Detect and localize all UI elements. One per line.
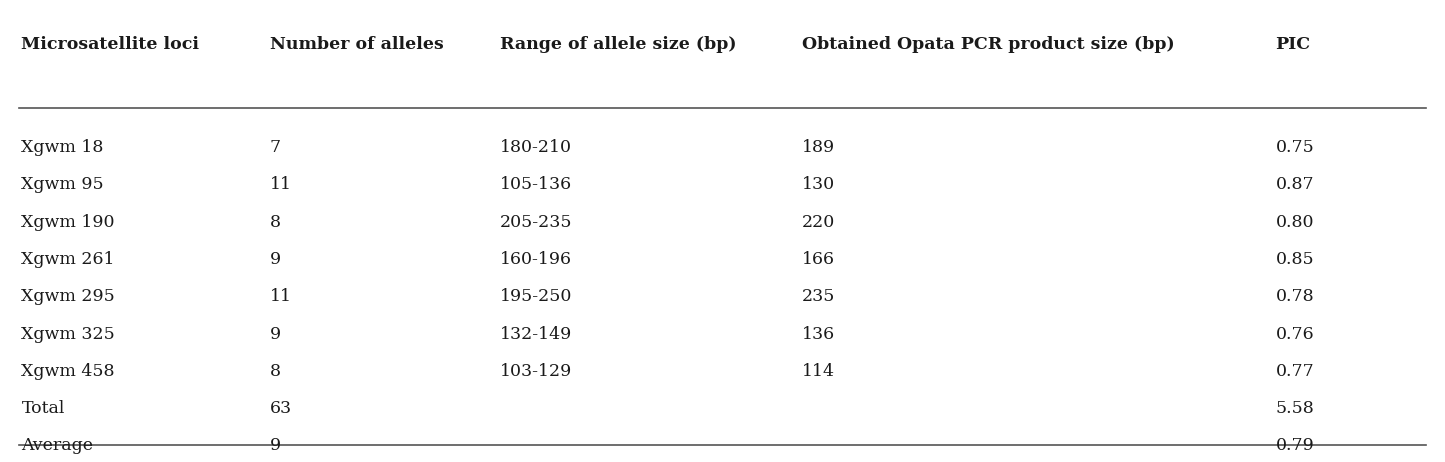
Text: 205-235: 205-235 — [500, 213, 572, 231]
Text: 160-196: 160-196 — [500, 251, 572, 268]
Text: 9: 9 — [270, 438, 282, 455]
Text: Total: Total — [22, 400, 65, 417]
Text: Xgwm 458: Xgwm 458 — [22, 363, 116, 380]
Text: 8: 8 — [270, 213, 280, 231]
Text: 103-129: 103-129 — [500, 363, 572, 380]
Text: 63: 63 — [270, 400, 292, 417]
Text: 5.58: 5.58 — [1276, 400, 1315, 417]
Text: 0.76: 0.76 — [1276, 326, 1315, 342]
Text: PIC: PIC — [1276, 36, 1311, 53]
Text: 0.87: 0.87 — [1276, 176, 1315, 193]
Text: 0.85: 0.85 — [1276, 251, 1315, 268]
Text: 195-250: 195-250 — [500, 288, 572, 305]
Text: 136: 136 — [802, 326, 835, 342]
Text: 220: 220 — [802, 213, 835, 231]
Text: 9: 9 — [270, 326, 282, 342]
Text: 0.78: 0.78 — [1276, 288, 1315, 305]
Text: 132-149: 132-149 — [500, 326, 572, 342]
Text: 7: 7 — [270, 139, 282, 156]
Text: 9: 9 — [270, 251, 282, 268]
Text: 189: 189 — [802, 139, 835, 156]
Text: 105-136: 105-136 — [500, 176, 572, 193]
Text: 0.75: 0.75 — [1276, 139, 1315, 156]
Text: 180-210: 180-210 — [500, 139, 572, 156]
Text: 11: 11 — [270, 176, 292, 193]
Text: 8: 8 — [270, 363, 280, 380]
Text: Xgwm 18: Xgwm 18 — [22, 139, 104, 156]
Text: Number of alleles: Number of alleles — [270, 36, 444, 53]
Text: 0.79: 0.79 — [1276, 438, 1315, 455]
Text: 130: 130 — [802, 176, 835, 193]
Text: Range of allele size (bp): Range of allele size (bp) — [500, 36, 737, 53]
Text: 166: 166 — [802, 251, 835, 268]
Text: Xgwm 325: Xgwm 325 — [22, 326, 116, 342]
Text: 0.80: 0.80 — [1276, 213, 1314, 231]
Text: Xgwm 261: Xgwm 261 — [22, 251, 116, 268]
Text: 114: 114 — [802, 363, 835, 380]
Text: 0.77: 0.77 — [1276, 363, 1315, 380]
Text: 235: 235 — [802, 288, 835, 305]
Text: Xgwm 190: Xgwm 190 — [22, 213, 116, 231]
Text: Xgwm 295: Xgwm 295 — [22, 288, 116, 305]
Text: Microsatellite loci: Microsatellite loci — [22, 36, 199, 53]
Text: Obtained Opata PCR product size (bp): Obtained Opata PCR product size (bp) — [802, 36, 1175, 53]
Text: 11: 11 — [270, 288, 292, 305]
Text: Average: Average — [22, 438, 94, 455]
Text: Xgwm 95: Xgwm 95 — [22, 176, 104, 193]
